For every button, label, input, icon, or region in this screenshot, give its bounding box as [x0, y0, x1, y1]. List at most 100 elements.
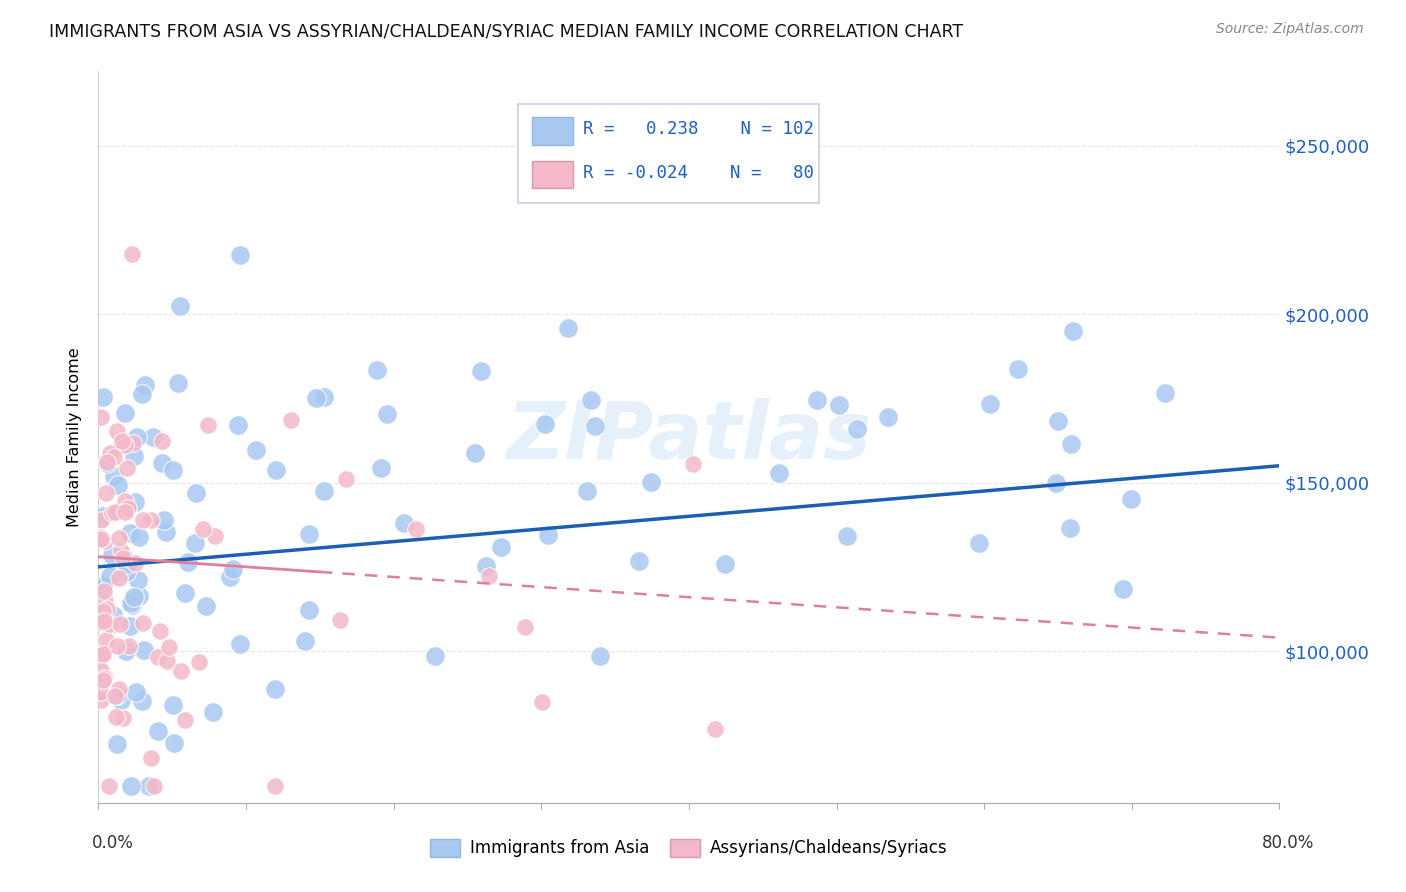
Point	[222, 562, 245, 576]
Point	[139, 751, 162, 765]
Point	[183, 536, 205, 550]
Text: ZIPatlas: ZIPatlas	[506, 398, 872, 476]
Point	[112, 550, 135, 565]
Point	[93, 672, 115, 686]
Point	[100, 618, 122, 632]
Point	[146, 724, 169, 739]
Point	[1059, 436, 1081, 450]
Point	[93, 594, 115, 608]
Point	[110, 616, 132, 631]
Point	[111, 551, 134, 566]
Point	[114, 406, 136, 420]
Point	[329, 613, 352, 627]
Point	[534, 417, 557, 431]
Point	[131, 693, 153, 707]
Point	[149, 624, 172, 639]
Bar	[531, 117, 574, 145]
Point	[90, 648, 112, 662]
Point	[111, 711, 134, 725]
Point	[298, 603, 321, 617]
Point	[90, 410, 112, 425]
Point	[768, 467, 790, 481]
Point	[124, 685, 146, 699]
Point	[280, 413, 302, 427]
Point	[312, 390, 335, 404]
Point	[90, 512, 112, 526]
Point	[557, 321, 579, 335]
Point	[173, 713, 195, 727]
Point	[124, 556, 146, 570]
Point	[114, 494, 136, 508]
Point	[93, 584, 115, 599]
Point	[478, 569, 501, 583]
Point	[114, 644, 136, 658]
Point	[101, 506, 124, 520]
Point	[105, 639, 128, 653]
Point	[837, 529, 859, 543]
Point	[101, 548, 124, 562]
Point	[152, 513, 174, 527]
Point	[170, 664, 193, 678]
Point	[537, 528, 560, 542]
Point	[163, 736, 186, 750]
Point	[464, 446, 486, 460]
Point	[90, 603, 112, 617]
Point	[377, 407, 399, 421]
Point	[150, 456, 173, 470]
Point	[122, 436, 145, 450]
Point	[98, 616, 121, 631]
Point	[103, 469, 125, 483]
Point	[93, 673, 115, 687]
Point	[120, 618, 142, 632]
Point	[394, 516, 416, 530]
Point	[366, 363, 388, 377]
Point	[204, 529, 226, 543]
Point	[121, 246, 143, 260]
Point	[124, 494, 146, 508]
Point	[121, 598, 143, 612]
Point	[979, 396, 1001, 410]
Point	[115, 460, 138, 475]
Point	[91, 508, 114, 523]
Y-axis label: Median Family Income: Median Family Income	[67, 347, 83, 527]
Point	[114, 504, 136, 518]
Point	[96, 455, 118, 469]
Point	[828, 398, 851, 412]
Point	[107, 681, 129, 696]
Point	[335, 472, 357, 486]
Point	[1045, 475, 1067, 490]
Point	[93, 666, 115, 681]
Point	[115, 565, 138, 579]
Point	[96, 602, 118, 616]
Point	[108, 532, 131, 546]
Point	[714, 557, 737, 571]
Point	[111, 434, 134, 448]
Point	[141, 513, 163, 527]
Point	[475, 559, 498, 574]
Point	[150, 434, 173, 449]
Point	[107, 478, 129, 492]
Point	[579, 392, 602, 407]
Text: Source: ZipAtlas.com: Source: ZipAtlas.com	[1216, 22, 1364, 37]
Point	[298, 527, 321, 541]
Point	[583, 419, 606, 434]
Point	[122, 450, 145, 464]
Point	[142, 430, 165, 444]
Point	[576, 483, 599, 498]
Point	[132, 643, 155, 657]
Text: R = -0.024    N =   80: R = -0.024 N = 80	[582, 164, 814, 182]
Point	[91, 390, 114, 404]
Point	[105, 737, 128, 751]
Point	[94, 670, 117, 684]
Point	[967, 536, 990, 550]
Point	[470, 364, 492, 378]
Point	[167, 376, 190, 390]
Point	[266, 463, 288, 477]
Point	[94, 534, 117, 549]
Point	[118, 639, 141, 653]
FancyBboxPatch shape	[517, 104, 818, 203]
Point	[588, 648, 610, 663]
Point	[125, 430, 148, 444]
Point	[877, 409, 900, 424]
Point	[90, 685, 112, 699]
